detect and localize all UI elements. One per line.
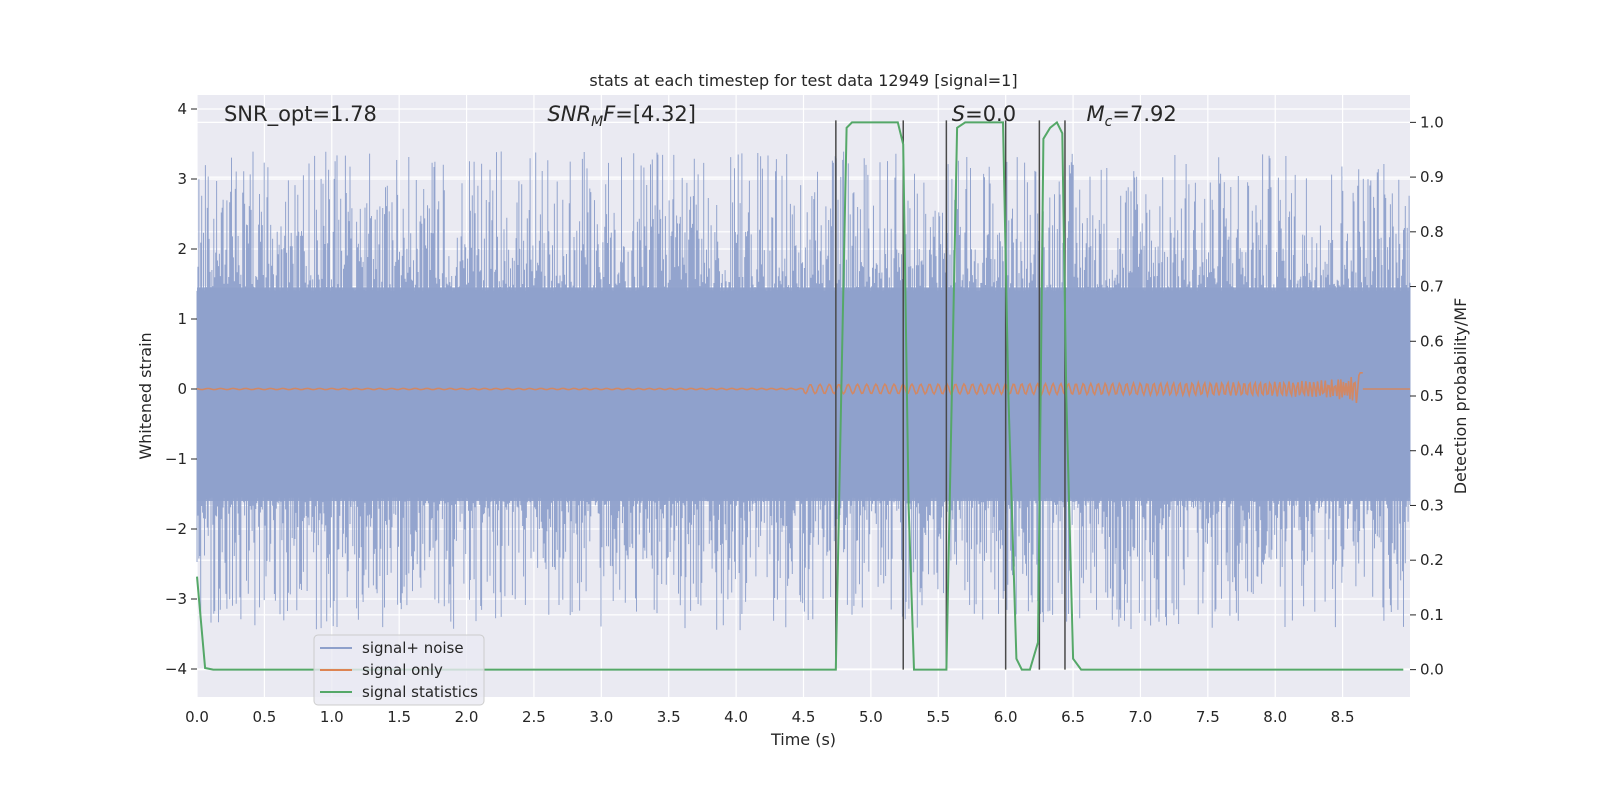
y-tick-label: 0 xyxy=(177,380,187,398)
y2-tick-label: 0.0 xyxy=(1420,661,1444,679)
y2-tick-label: 0.5 xyxy=(1420,387,1444,405)
x-tick-label: 0.0 xyxy=(185,708,209,726)
legend-label-signal-noise: signal+ noise xyxy=(362,639,464,657)
chirp-trace xyxy=(196,372,1363,403)
x-tick-label: 8.0 xyxy=(1263,708,1287,726)
legend: signal+ noise signal only signal statist… xyxy=(313,634,485,706)
y-tick-label: −4 xyxy=(165,660,187,678)
annotation: SNR_opt=1.78 xyxy=(224,102,377,127)
x-tick-label: 0.5 xyxy=(252,708,276,726)
signal-only-series xyxy=(196,372,1410,403)
x-tick-label: 5.5 xyxy=(926,708,950,726)
x-tick-label: 5.0 xyxy=(859,708,883,726)
y2-tick-label: 0.2 xyxy=(1420,551,1444,569)
y-tick-label: 1 xyxy=(177,310,187,328)
y-tick-label: 4 xyxy=(177,100,187,118)
y2-tick-label: 0.6 xyxy=(1420,332,1444,350)
legend-label-signal-statistics: signal statistics xyxy=(362,683,478,701)
legend-label-signal-only: signal only xyxy=(362,661,443,679)
x-axis-label: Time (s) xyxy=(770,730,836,749)
x-tick-label: 1.0 xyxy=(320,708,344,726)
chart-title: stats at each timestep for test data 129… xyxy=(589,71,1017,90)
x-tick-label: 7.5 xyxy=(1196,708,1220,726)
y2-tick-label: 0.3 xyxy=(1420,496,1444,514)
y-axis-label: Whitened strain xyxy=(136,332,155,459)
x-tick-label: 2.0 xyxy=(455,708,479,726)
x-tick-label: 7.0 xyxy=(1129,708,1153,726)
annotation: S=0.0 xyxy=(952,102,1016,126)
x-tick-label: 6.0 xyxy=(994,708,1018,726)
x-tick-label: 4.5 xyxy=(792,708,816,726)
y2-tick-label: 0.8 xyxy=(1420,223,1444,241)
statistics-line xyxy=(196,120,1404,671)
y-tick-label: −1 xyxy=(165,450,187,468)
annotation: SNRMF=[4.32] xyxy=(547,102,696,130)
y2-axis-label: Detection probability/MF xyxy=(1451,298,1470,495)
y2-tick-label: 0.4 xyxy=(1420,442,1444,460)
y-tick-label: 2 xyxy=(177,240,187,258)
y2-tick-label: 0.7 xyxy=(1420,278,1444,296)
x-tick-label: 2.5 xyxy=(522,708,546,726)
annotations: SNR_opt=1.78 SNRMF=[4.32] S=0.0 Mc=7.92 xyxy=(224,102,1177,130)
signal-statistics-series xyxy=(196,120,1404,671)
x-tick-label: 3.0 xyxy=(589,708,613,726)
axis-ticks: 0.0 0.5 1.0 1.5 2.0 2.5 3.0 3.5 4.0 4.5 5.0 5.5 6.0 6… xyxy=(165,100,1444,726)
annotation: Mc=7.92 xyxy=(1087,102,1177,130)
legend-box xyxy=(313,634,485,706)
y2-tick-label: 0.9 xyxy=(1420,168,1444,186)
x-tick-label: 3.5 xyxy=(657,708,681,726)
y-tick-label: −3 xyxy=(165,590,187,608)
y-tick-label: 3 xyxy=(177,170,187,188)
x-tick-label: 6.5 xyxy=(1061,708,1085,726)
x-tick-label: 4.0 xyxy=(724,708,748,726)
x-tick-label: 8.5 xyxy=(1331,708,1355,726)
y-tick-label: −2 xyxy=(165,520,187,538)
y2-tick-label: 0.1 xyxy=(1420,606,1444,624)
y2-tick-label: 1.0 xyxy=(1420,113,1444,131)
x-tick-label: 1.5 xyxy=(387,708,411,726)
